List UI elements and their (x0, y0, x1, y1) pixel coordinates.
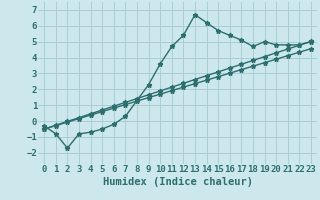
X-axis label: Humidex (Indice chaleur): Humidex (Indice chaleur) (103, 177, 252, 187)
